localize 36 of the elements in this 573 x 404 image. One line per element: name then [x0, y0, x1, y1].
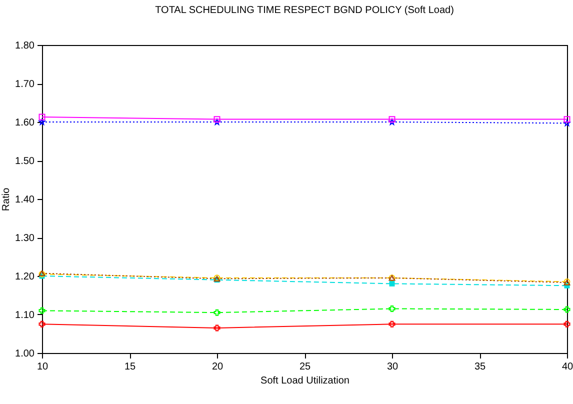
point: [388, 305, 396, 312]
point: [388, 116, 396, 123]
x-tick-label: 20: [212, 362, 224, 372]
y-axis-title: Ratio: [1, 187, 12, 212]
chart-title: TOTAL SCHEDULING TIME RESPECT BGND POLICY (Soft Load): [155, 5, 454, 16]
y-tick-label: 1.20: [15, 272, 35, 282]
point: [389, 280, 395, 286]
x-tick-label: 30: [386, 362, 398, 372]
y-tick-label: 1.60: [15, 118, 35, 128]
y-tick-label: 1.50: [15, 156, 35, 167]
point: [38, 307, 46, 314]
x-tick-label: 10: [36, 362, 48, 372]
point: [214, 118, 220, 125]
y-tick-label: 1.70: [15, 79, 35, 90]
point: [388, 320, 396, 328]
x-tick-label: 35: [474, 362, 486, 372]
x-tick-label: 25: [299, 362, 311, 372]
point: [214, 324, 220, 332]
point: [38, 118, 46, 125]
point: [38, 114, 46, 120]
point: [214, 309, 220, 316]
point: [564, 120, 570, 126]
x-tick-label: 15: [124, 362, 136, 372]
x-axis-title: Soft Load Utilization: [260, 376, 350, 386]
y-tick-label: 1.80: [15, 40, 35, 52]
y-tick-label: 1.40: [15, 194, 35, 206]
point: [388, 118, 396, 125]
point: [214, 116, 220, 123]
y-tick-label: 1.00: [15, 348, 35, 360]
y-tick-label: 1.10: [15, 310, 35, 321]
y-tick-label: 1.30: [15, 233, 35, 244]
point: [564, 306, 570, 313]
point: [564, 116, 570, 123]
x-tick-label: 40: [562, 362, 573, 372]
point: [38, 320, 46, 328]
point: [564, 320, 570, 328]
